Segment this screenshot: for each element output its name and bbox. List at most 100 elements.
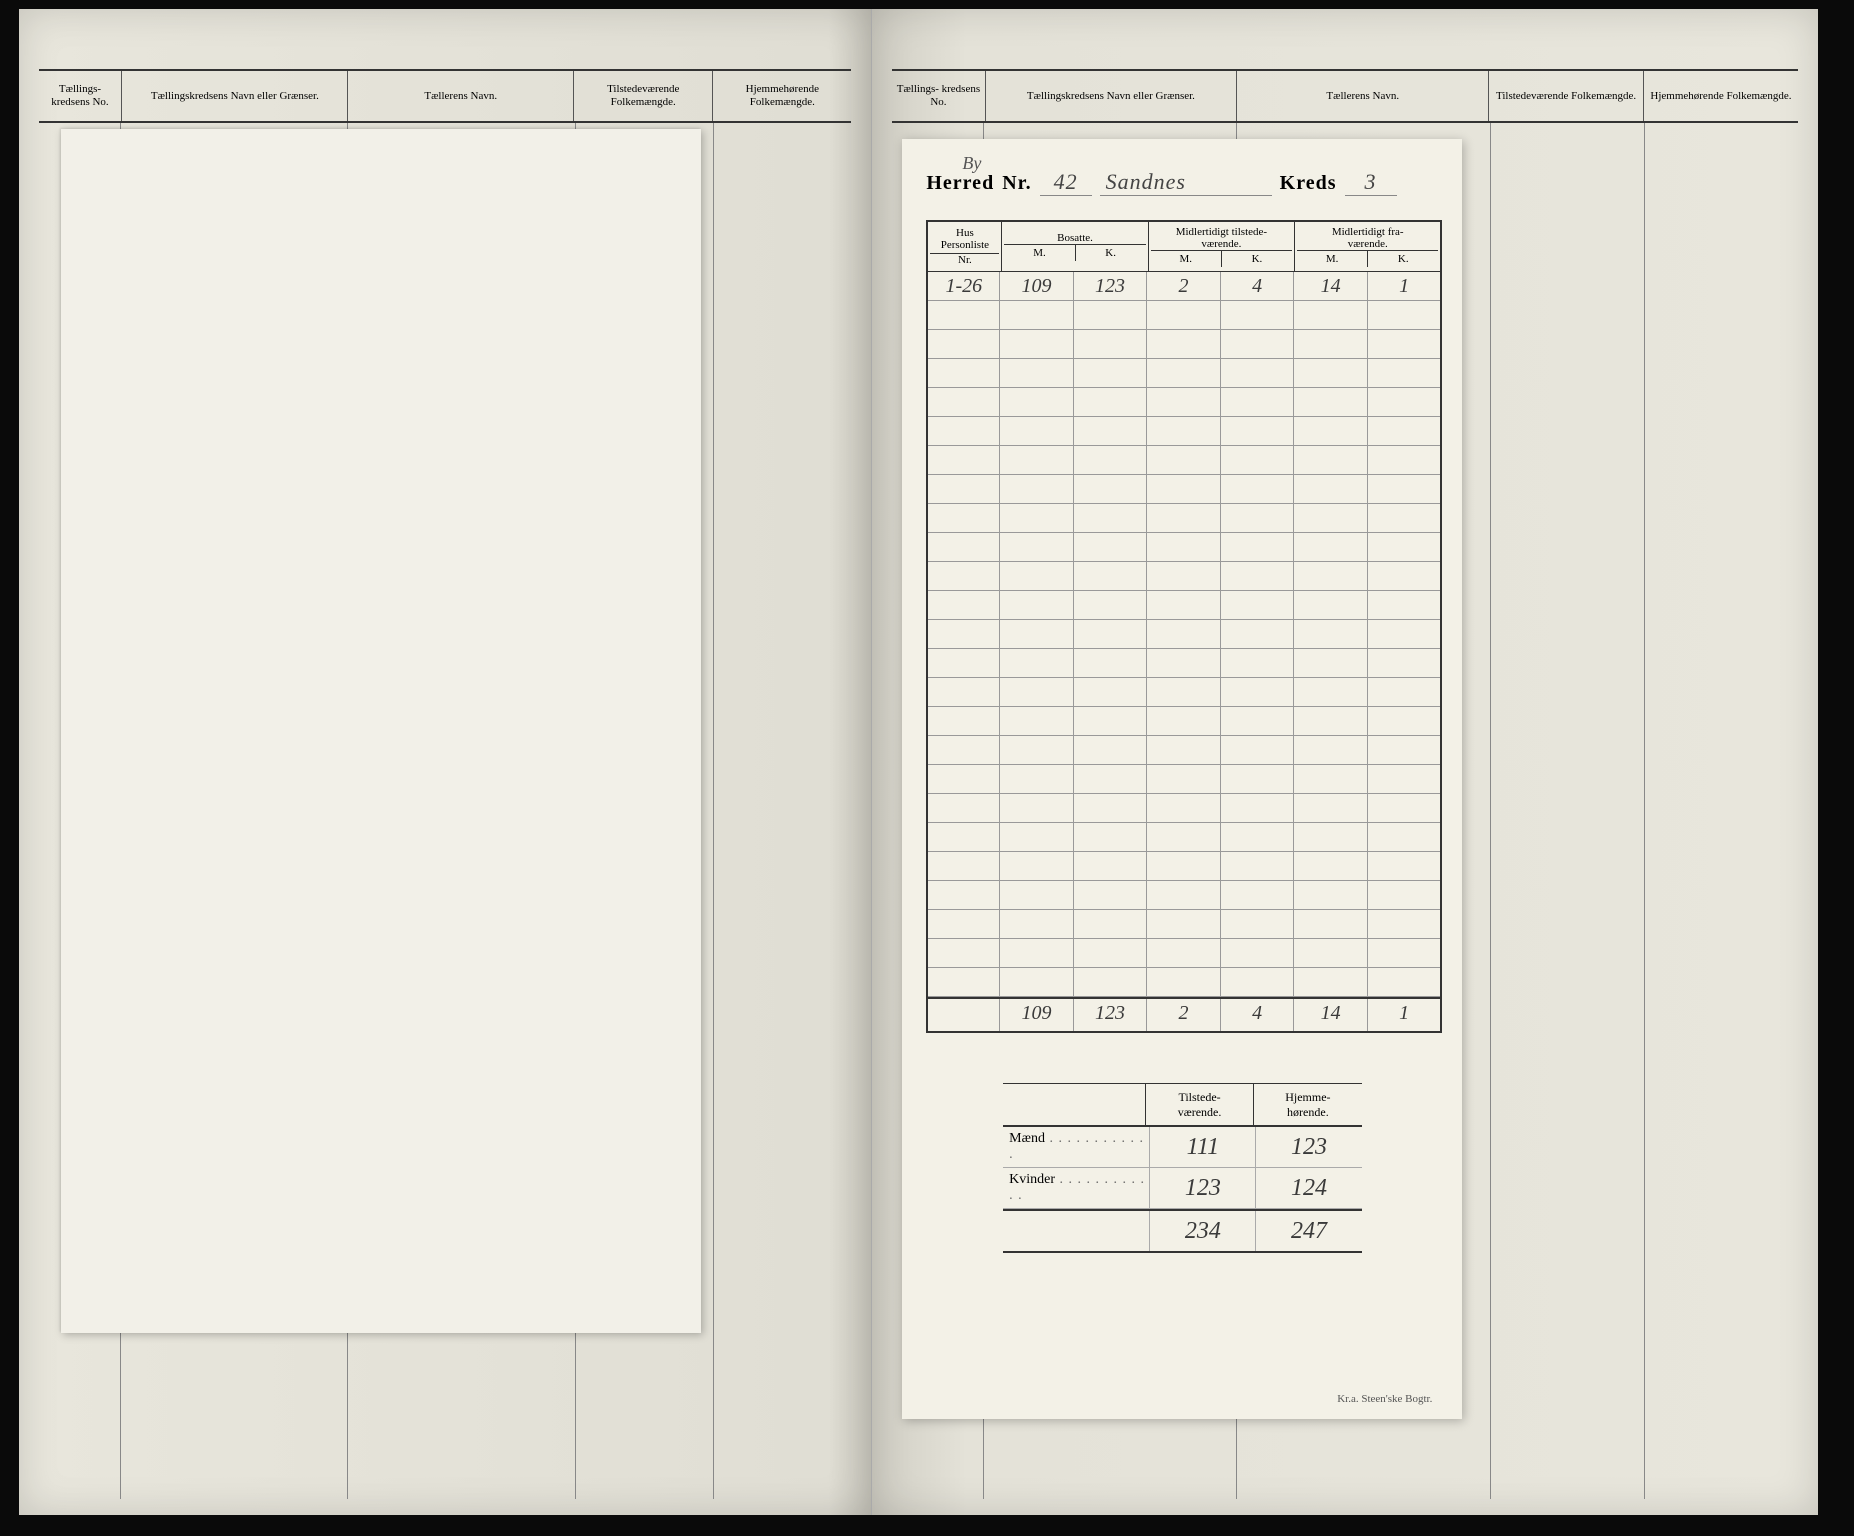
ledger-col-hjemme: Hjemmehørende Folkemængde.: [713, 71, 851, 121]
th-bosatte-label: Bosatte.: [1004, 232, 1145, 244]
blank-row: [928, 301, 1440, 330]
summary-row-total: 234 247: [1003, 1209, 1361, 1253]
total-midtil-k: 4: [1221, 999, 1295, 1031]
blank-row: [928, 852, 1440, 881]
blank-row: [928, 881, 1440, 910]
th-midfra-k: K.: [1368, 251, 1438, 267]
ledger-col-taeller: Tællerens Navn.: [348, 71, 574, 121]
summary-label-total: [1003, 1211, 1150, 1251]
summary-kvinder-til: 123: [1150, 1168, 1256, 1208]
blank-row: [928, 678, 1440, 707]
th-bosatte-m: M.: [1004, 245, 1075, 261]
summary-table: Tilstede- værende. Hjemme- hørende. Mænd…: [1003, 1083, 1361, 1253]
th-personliste: Hus Personliste Nr.: [928, 222, 1002, 271]
main-table-head: Hus Personliste Nr. Bosatte. M. K. Midle…: [928, 222, 1440, 272]
summary-row-kvinder: Kvinder 123 124: [1003, 1168, 1361, 1209]
right-page: Tællings- kredsens No. Tællingskredsens …: [872, 9, 1818, 1514]
cell-midfra-k: 1: [1368, 272, 1441, 300]
blank-row: [928, 417, 1440, 446]
blank-row: [928, 939, 1440, 968]
kreds-label: Kreds: [1280, 172, 1337, 195]
blank-row: [928, 736, 1440, 765]
book-spread: Tællings- kredsens No. Tællingskredsens …: [0, 0, 1854, 1536]
th-midtil-label: Midlertidigt tilstede- værende.: [1151, 226, 1292, 250]
summary-head: Tilstede- værende. Hjemme- hørende.: [1003, 1083, 1361, 1127]
ledger-col-navn-r: Tællingskredsens Navn eller Grænser.: [986, 71, 1238, 121]
blank-row: [928, 504, 1440, 533]
ledger-header-right: Tællings- kredsens No. Tællingskredsens …: [892, 69, 1798, 123]
summary-maend-hjem: 123: [1256, 1127, 1361, 1167]
census-form-overlay: By Herred Nr. 42 Sandnes Kreds 3 Hus Per…: [902, 139, 1462, 1419]
blank-row: [928, 649, 1440, 678]
cell-midtil-m: 2: [1147, 272, 1221, 300]
summary-head-tilstede: Tilstede- værende.: [1146, 1084, 1254, 1125]
ledger-col-kredsno-r: Tællings- kredsens No.: [892, 71, 985, 121]
cell-nr: 1-26: [928, 272, 1000, 300]
kreds-value: 3: [1345, 169, 1397, 196]
summary-row-maend: Mænd 111 123: [1003, 1127, 1361, 1168]
blank-row: [928, 794, 1440, 823]
th-midfra-m: M.: [1297, 251, 1368, 267]
herred-name-value: Sandnes: [1100, 169, 1272, 196]
th-midtil-m: M.: [1151, 251, 1222, 267]
summary-maend-til: 111: [1150, 1127, 1256, 1167]
summary-kvinder-hjem: 124: [1256, 1168, 1361, 1208]
form-title-line: Herred Nr. 42 Sandnes Kreds 3: [926, 169, 1438, 196]
blank-row: [928, 562, 1440, 591]
summary-total-til: 234: [1150, 1211, 1256, 1251]
total-nr: [928, 999, 1000, 1031]
main-table-body: 1-26 109 123 2 4 14 1: [928, 272, 1440, 997]
ledger-col-kredsno: Tællings- kredsens No.: [39, 71, 123, 121]
th-bosatte-k: K.: [1076, 245, 1146, 261]
blank-row: [928, 765, 1440, 794]
nr-label: Nr.: [1002, 172, 1031, 195]
blank-row: [928, 533, 1440, 562]
blank-overlay-sheet: [61, 129, 701, 1333]
summary-total-hjem: 247: [1256, 1211, 1361, 1251]
blank-row: [928, 446, 1440, 475]
form-prefix: By: [962, 153, 981, 174]
blank-row: [928, 359, 1440, 388]
th-personliste-top: Hus Personliste: [930, 227, 999, 254]
ledger-header-left: Tællings- kredsens No. Tællingskredsens …: [39, 69, 852, 123]
data-row: 1-26 109 123 2 4 14 1: [928, 272, 1440, 301]
summary-head-hjemme: Hjemme- hørende.: [1254, 1084, 1361, 1125]
blank-row: [928, 968, 1440, 997]
th-nr: Nr.: [930, 254, 999, 266]
total-row: 109 123 2 4 14 1: [928, 997, 1440, 1031]
blank-row: [928, 591, 1440, 620]
cell-bosatte-k: 123: [1074, 272, 1148, 300]
herred-label: Herred: [926, 172, 994, 195]
total-midfra-m: 14: [1294, 999, 1368, 1031]
ledger-col-navn: Tællingskredsens Navn eller Grænser.: [122, 71, 348, 121]
cell-midtil-k: 4: [1221, 272, 1295, 300]
ledger-col-tilstede: Tilstedeværende Folkemængde.: [574, 71, 713, 121]
blank-row: [928, 330, 1440, 359]
cell-midfra-m: 14: [1294, 272, 1368, 300]
left-page: Tællings- kredsens No. Tællingskredsens …: [19, 9, 873, 1514]
total-bosatte-k: 123: [1074, 999, 1148, 1031]
ledger-col-hjemme-r: Hjemmehørende Folkemængde.: [1644, 71, 1798, 121]
main-table: Hus Personliste Nr. Bosatte. M. K. Midle…: [926, 220, 1442, 1033]
blank-row: [928, 707, 1440, 736]
th-midtil-k: K.: [1222, 251, 1292, 267]
ledger-col-taeller-r: Tællerens Navn.: [1237, 71, 1489, 121]
cell-bosatte-m: 109: [1000, 272, 1074, 300]
printer-imprint: Kr.a. Steen'ske Bogtr.: [1337, 1393, 1432, 1405]
blank-row: [928, 620, 1440, 649]
th-midfra: Midlertidigt fra- værende. M. K.: [1295, 222, 1440, 271]
summary-label-kvinder: Kvinder: [1003, 1168, 1150, 1208]
th-bosatte: Bosatte. M. K.: [1002, 222, 1148, 271]
blank-row: [928, 388, 1440, 417]
ledger-col-tilstede-r: Tilstedeværende Folkemængde.: [1489, 71, 1644, 121]
total-midtil-m: 2: [1147, 999, 1221, 1031]
total-midfra-k: 1: [1368, 999, 1441, 1031]
total-bosatte-m: 109: [1000, 999, 1074, 1031]
summary-label-maend: Mænd: [1003, 1127, 1150, 1167]
blank-row: [928, 910, 1440, 939]
th-midfra-label: Midlertidigt fra- værende.: [1297, 226, 1438, 250]
herred-number-value: 42: [1040, 169, 1092, 196]
blank-row: [928, 475, 1440, 504]
blank-row: [928, 823, 1440, 852]
th-midtil: Midlertidigt tilstede- værende. M. K.: [1149, 222, 1295, 271]
